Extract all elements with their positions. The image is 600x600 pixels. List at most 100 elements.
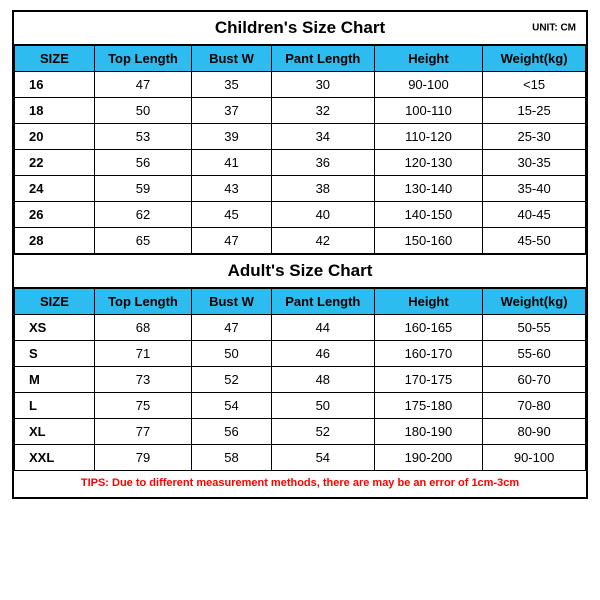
value-cell: 47: [94, 72, 191, 98]
value-cell: 42: [271, 228, 374, 254]
value-cell: 25-30: [483, 124, 586, 150]
value-cell: 37: [192, 98, 272, 124]
value-cell: 53: [94, 124, 191, 150]
size-cell: 16: [15, 72, 95, 98]
value-cell: 160-170: [374, 341, 482, 367]
table-row: 20533934110-12025-30: [15, 124, 586, 150]
value-cell: 54: [271, 445, 374, 471]
value-cell: 47: [192, 315, 272, 341]
table-row: 24594338130-14035-40: [15, 176, 586, 202]
value-cell: 73: [94, 367, 191, 393]
value-cell: 56: [94, 150, 191, 176]
adult-table: SIZETop LengthBust WPant LengthHeightWei…: [14, 288, 586, 471]
value-cell: 120-130: [374, 150, 482, 176]
table-row: XXL795854190-20090-100: [15, 445, 586, 471]
size-cell: 24: [15, 176, 95, 202]
size-cell: XL: [15, 419, 95, 445]
table-row: M735248170-17560-70: [15, 367, 586, 393]
value-cell: 90-100: [483, 445, 586, 471]
value-cell: 43: [192, 176, 272, 202]
size-cell: 18: [15, 98, 95, 124]
value-cell: 46: [271, 341, 374, 367]
value-cell: 110-120: [374, 124, 482, 150]
children-tbody: 1647353090-100<1518503732100-11015-25205…: [15, 72, 586, 254]
value-cell: 160-165: [374, 315, 482, 341]
column-header: SIZE: [15, 46, 95, 72]
column-header: Weight(kg): [483, 289, 586, 315]
value-cell: <15: [483, 72, 586, 98]
adult-title-row: Adult's Size Chart: [14, 254, 586, 288]
value-cell: 180-190: [374, 419, 482, 445]
table-row: S715046160-17055-60: [15, 341, 586, 367]
value-cell: 70-80: [483, 393, 586, 419]
value-cell: 45: [192, 202, 272, 228]
chart-container: Children's Size Chart UNIT: CM SIZETop L…: [12, 10, 588, 499]
value-cell: 175-180: [374, 393, 482, 419]
value-cell: 60-70: [483, 367, 586, 393]
value-cell: 52: [192, 367, 272, 393]
table-row: 18503732100-11015-25: [15, 98, 586, 124]
value-cell: 34: [271, 124, 374, 150]
column-header: SIZE: [15, 289, 95, 315]
value-cell: 47: [192, 228, 272, 254]
value-cell: 55-60: [483, 341, 586, 367]
value-cell: 62: [94, 202, 191, 228]
value-cell: 65: [94, 228, 191, 254]
children-thead: SIZETop LengthBust WPant LengthHeightWei…: [15, 46, 586, 72]
value-cell: 90-100: [374, 72, 482, 98]
adult-thead: SIZETop LengthBust WPant LengthHeightWei…: [15, 289, 586, 315]
value-cell: 48: [271, 367, 374, 393]
column-header: Pant Length: [271, 46, 374, 72]
size-cell: L: [15, 393, 95, 419]
value-cell: 52: [271, 419, 374, 445]
unit-label: UNIT: CM: [532, 23, 576, 34]
adult-tbody: XS684744160-16550-55S715046160-17055-60M…: [15, 315, 586, 471]
value-cell: 50: [271, 393, 374, 419]
column-header: Bust W: [192, 46, 272, 72]
table-row: 22564136120-13030-35: [15, 150, 586, 176]
value-cell: 30-35: [483, 150, 586, 176]
value-cell: 35-40: [483, 176, 586, 202]
value-cell: 71: [94, 341, 191, 367]
size-cell: XS: [15, 315, 95, 341]
value-cell: 79: [94, 445, 191, 471]
size-cell: 26: [15, 202, 95, 228]
value-cell: 30: [271, 72, 374, 98]
tips-text: TIPS: Due to different measurement metho…: [14, 471, 586, 497]
column-header: Weight(kg): [483, 46, 586, 72]
column-header: Top Length: [94, 289, 191, 315]
value-cell: 150-160: [374, 228, 482, 254]
table-row: 26624540140-15040-45: [15, 202, 586, 228]
children-title: Children's Size Chart: [215, 18, 385, 37]
size-cell: M: [15, 367, 95, 393]
column-header: Top Length: [94, 46, 191, 72]
value-cell: 50-55: [483, 315, 586, 341]
size-cell: XXL: [15, 445, 95, 471]
size-cell: 20: [15, 124, 95, 150]
value-cell: 130-140: [374, 176, 482, 202]
value-cell: 44: [271, 315, 374, 341]
value-cell: 45-50: [483, 228, 586, 254]
value-cell: 35: [192, 72, 272, 98]
column-header: Height: [374, 289, 482, 315]
value-cell: 40-45: [483, 202, 586, 228]
value-cell: 56: [192, 419, 272, 445]
column-header: Pant Length: [271, 289, 374, 315]
value-cell: 50: [192, 341, 272, 367]
value-cell: 68: [94, 315, 191, 341]
value-cell: 36: [271, 150, 374, 176]
value-cell: 32: [271, 98, 374, 124]
value-cell: 58: [192, 445, 272, 471]
value-cell: 190-200: [374, 445, 482, 471]
table-row: XS684744160-16550-55: [15, 315, 586, 341]
table-row: L755450175-18070-80: [15, 393, 586, 419]
size-cell: 22: [15, 150, 95, 176]
column-header: Height: [374, 46, 482, 72]
column-header: Bust W: [192, 289, 272, 315]
value-cell: 80-90: [483, 419, 586, 445]
size-cell: 28: [15, 228, 95, 254]
value-cell: 40: [271, 202, 374, 228]
value-cell: 15-25: [483, 98, 586, 124]
size-chart-page: Children's Size Chart UNIT: CM SIZETop L…: [0, 0, 600, 600]
adult-title: Adult's Size Chart: [228, 261, 373, 280]
